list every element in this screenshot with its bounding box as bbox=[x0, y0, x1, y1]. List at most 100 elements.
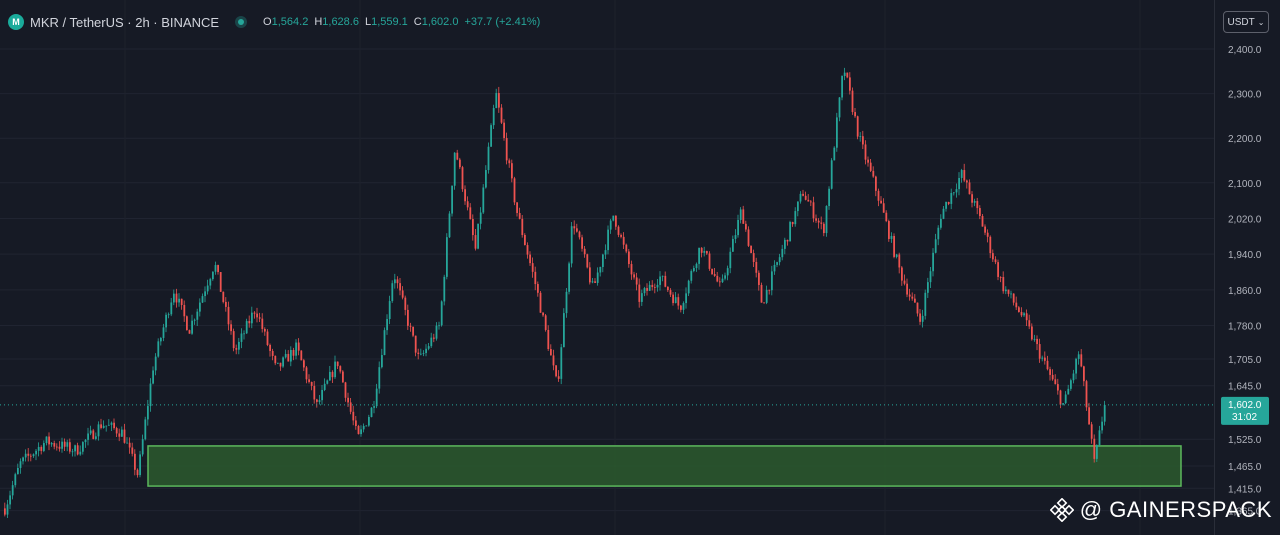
candle-body bbox=[880, 200, 882, 204]
candle-body bbox=[849, 77, 851, 91]
market-status-icon[interactable] bbox=[235, 16, 248, 28]
candle-body bbox=[165, 314, 167, 328]
candle-body bbox=[953, 192, 955, 194]
candle-body bbox=[979, 208, 981, 217]
candle-body bbox=[737, 219, 739, 236]
candle-body bbox=[329, 371, 331, 381]
candle-body bbox=[9, 495, 11, 505]
candle-body bbox=[375, 388, 378, 407]
candle-body bbox=[292, 349, 295, 356]
candle-body bbox=[1067, 388, 1070, 395]
candle-body bbox=[297, 342, 300, 351]
candle-body bbox=[204, 291, 206, 297]
candle-body bbox=[563, 313, 565, 348]
symbol-title[interactable]: MKR / TetherUS · 2h · BINANCE bbox=[30, 14, 220, 30]
y-tick-label: 2,400.0 bbox=[1228, 45, 1262, 56]
candle-body bbox=[750, 245, 752, 254]
candle-body bbox=[513, 178, 516, 203]
candle-body bbox=[1049, 369, 1051, 375]
candle-body bbox=[214, 265, 217, 272]
candle-body bbox=[136, 469, 139, 476]
candle-body bbox=[706, 251, 708, 254]
candle-body bbox=[986, 232, 989, 237]
candle-body bbox=[219, 272, 222, 292]
candle-body bbox=[456, 152, 459, 160]
candle-body bbox=[108, 424, 110, 426]
candle-body bbox=[300, 350, 303, 361]
price-axis[interactable]: 2,400.0 2,300.0 2,200.0 2,100.0 2,020.0 1,940… bbox=[1214, 0, 1262, 535]
candle-body bbox=[526, 245, 529, 255]
candle-body bbox=[240, 333, 243, 342]
candle-body bbox=[378, 367, 381, 389]
candle-body bbox=[183, 305, 186, 317]
candle-body bbox=[339, 366, 342, 372]
candle-body bbox=[79, 451, 82, 455]
candle-body bbox=[1002, 277, 1005, 292]
mkr-coin-icon[interactable]: M bbox=[8, 14, 24, 30]
candle-body bbox=[381, 355, 383, 368]
candle-body bbox=[734, 235, 737, 239]
candle-body bbox=[1020, 312, 1023, 316]
candle-body bbox=[799, 193, 802, 202]
candle-body bbox=[1059, 390, 1062, 405]
candle-body bbox=[487, 146, 490, 171]
candle-body bbox=[929, 271, 932, 283]
candle-body bbox=[947, 201, 950, 204]
candle-body bbox=[518, 213, 521, 219]
candle-body bbox=[56, 446, 58, 448]
candle-body bbox=[27, 453, 30, 456]
candle-body bbox=[451, 185, 453, 214]
y-tick-label: 1,365.0 bbox=[1228, 507, 1262, 518]
candle-body bbox=[971, 194, 973, 203]
candle-body bbox=[973, 201, 976, 203]
open-value: 1,564.2 bbox=[271, 16, 309, 28]
candle-body bbox=[97, 424, 100, 437]
open-key: O bbox=[263, 16, 272, 28]
candle-body bbox=[612, 215, 615, 221]
candle-body bbox=[251, 312, 253, 324]
candle-body bbox=[206, 285, 209, 292]
candle-body bbox=[560, 347, 563, 379]
support-zone[interactable] bbox=[147, 445, 1182, 487]
candle-body bbox=[321, 389, 323, 401]
candle-body bbox=[448, 213, 451, 238]
candle-body bbox=[752, 253, 755, 262]
candle-body bbox=[401, 290, 404, 298]
candle-body bbox=[139, 454, 141, 476]
candle-body bbox=[568, 263, 570, 292]
candle-body bbox=[641, 293, 643, 302]
candle-body bbox=[63, 441, 66, 447]
candle-body bbox=[599, 266, 602, 273]
candle-body bbox=[976, 201, 979, 209]
candle-body bbox=[274, 355, 277, 364]
candles-group bbox=[4, 67, 1106, 518]
candle-body bbox=[919, 313, 921, 322]
low-value: 1,559.1 bbox=[371, 16, 408, 28]
candle-body bbox=[170, 302, 173, 315]
candle-body bbox=[531, 263, 534, 272]
candle-body bbox=[394, 279, 396, 284]
candle-body bbox=[659, 276, 661, 285]
candle-body bbox=[131, 447, 134, 454]
candle-body bbox=[383, 330, 386, 356]
candle-body bbox=[989, 236, 992, 254]
candle-body bbox=[674, 297, 677, 304]
candle-body bbox=[669, 290, 672, 295]
candle-body bbox=[1018, 307, 1020, 313]
low-key: L bbox=[364, 16, 372, 28]
close-key: C bbox=[413, 16, 422, 28]
candle-body bbox=[427, 346, 430, 349]
currency-selector[interactable]: USDT ⌄ bbox=[1223, 11, 1269, 33]
watermark-text: @ GAINERSPACK bbox=[1079, 497, 1272, 522]
candle-body bbox=[755, 261, 758, 273]
candle-body bbox=[1038, 344, 1041, 359]
candle-body bbox=[1090, 424, 1093, 439]
candle-body bbox=[856, 116, 859, 137]
candle-body bbox=[547, 329, 550, 349]
candle-body bbox=[521, 218, 524, 235]
candle-body bbox=[700, 247, 703, 253]
candle-body bbox=[882, 203, 885, 213]
candle-body bbox=[344, 382, 347, 398]
candle-body bbox=[937, 227, 940, 240]
